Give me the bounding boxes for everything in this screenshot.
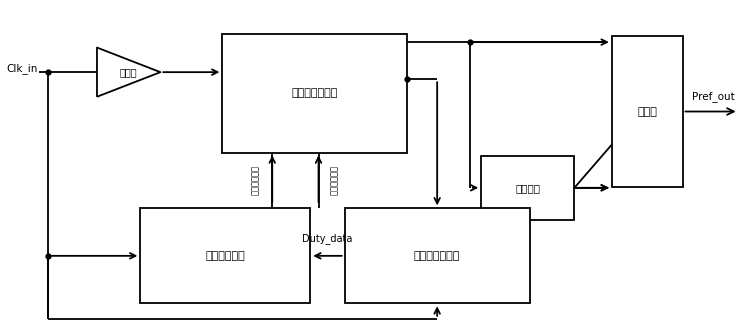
Bar <box>222 34 407 153</box>
Text: 占空比调节模块: 占空比调节模块 <box>292 89 338 98</box>
Text: 延时模块: 延时模块 <box>515 183 540 193</box>
Text: 参数校正总线: 参数校正总线 <box>251 165 260 195</box>
Text: 异或门: 异或门 <box>637 107 657 116</box>
Text: Clk_in: Clk_in <box>6 63 37 74</box>
Text: Duty_data: Duty_data <box>302 234 353 244</box>
Text: 占空比检测模块: 占空比检测模块 <box>414 251 460 261</box>
Text: Pref_out: Pref_out <box>692 91 734 102</box>
Bar <box>612 36 683 187</box>
Bar <box>140 208 310 303</box>
Bar <box>481 156 574 220</box>
Text: 数字算法模块: 数字算法模块 <box>205 251 245 261</box>
Text: 参数控制总线: 参数控制总线 <box>330 165 339 195</box>
Bar <box>345 208 530 303</box>
Text: 缓冲器: 缓冲器 <box>120 67 137 77</box>
